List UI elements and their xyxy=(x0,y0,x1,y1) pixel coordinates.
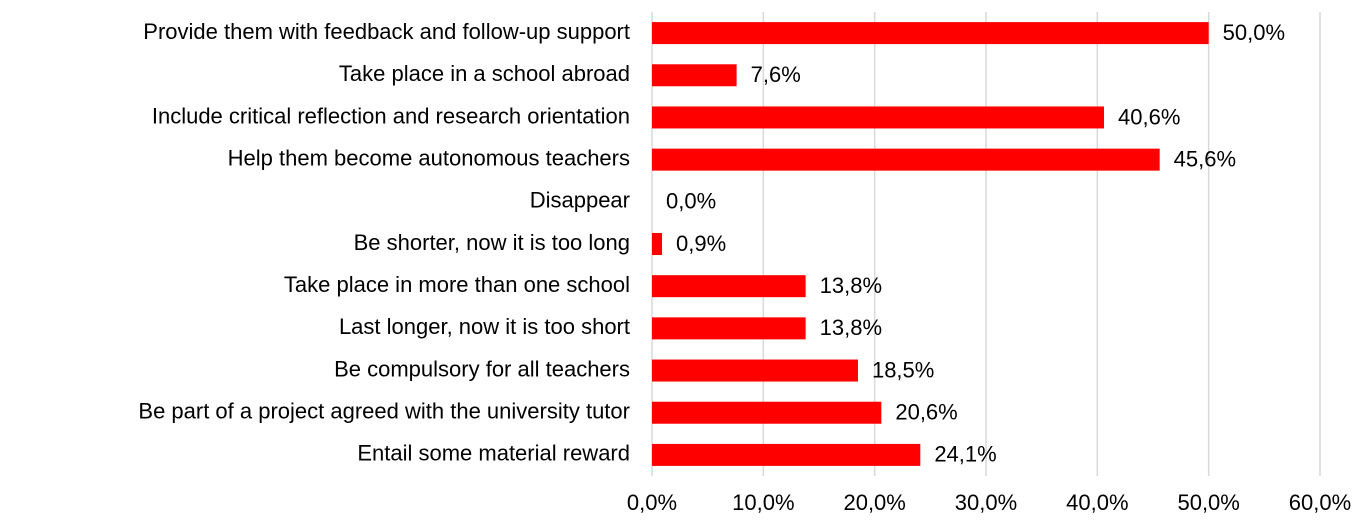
value-label: 0,9% xyxy=(676,231,726,256)
bar xyxy=(652,359,858,382)
value-label: 0,0% xyxy=(666,189,716,214)
value-label: 18,5% xyxy=(872,357,934,382)
category-label: Provide them with feedback and follow-up… xyxy=(143,19,630,44)
category-label: Take place in a school abroad xyxy=(339,61,630,86)
value-label: 13,8% xyxy=(820,273,882,298)
bar xyxy=(652,233,663,255)
bar xyxy=(652,275,806,298)
x-tick-label: 30,0% xyxy=(955,490,1017,515)
bar xyxy=(652,64,737,87)
bar xyxy=(652,317,806,340)
bar xyxy=(652,401,882,424)
value-label: 50,0% xyxy=(1223,20,1285,45)
x-tick-label: 60,0% xyxy=(1289,490,1351,515)
category-label: Help them become autonomous teachers xyxy=(228,145,630,170)
bar xyxy=(652,22,1209,45)
x-tick-label: 0,0% xyxy=(627,490,677,515)
category-label: Be compulsory for all teachers xyxy=(334,356,630,381)
category-label: Entail some material reward xyxy=(357,441,630,466)
category-label: Disappear xyxy=(530,188,630,213)
category-label: Be part of a project agreed with the uni… xyxy=(138,399,630,424)
x-tick-label: 20,0% xyxy=(843,490,905,515)
category-label: Include critical reflection and research… xyxy=(152,103,630,128)
bar xyxy=(652,106,1105,129)
bar xyxy=(652,148,1160,171)
value-label: 24,1% xyxy=(934,442,996,467)
x-tick-label: 10,0% xyxy=(732,490,794,515)
bar xyxy=(652,443,921,466)
value-label: 20,6% xyxy=(895,400,957,425)
category-label: Take place in more than one school xyxy=(284,272,630,297)
category-label: Be shorter, now it is too long xyxy=(354,230,630,255)
value-label: 7,6% xyxy=(751,62,801,87)
x-tick-label: 40,0% xyxy=(1066,490,1128,515)
category-label: Last longer, now it is too short xyxy=(339,314,630,339)
value-label: 40,6% xyxy=(1118,104,1180,129)
x-tick-label: 50,0% xyxy=(1177,490,1239,515)
value-label: 45,6% xyxy=(1174,146,1236,171)
value-label: 13,8% xyxy=(820,315,882,340)
